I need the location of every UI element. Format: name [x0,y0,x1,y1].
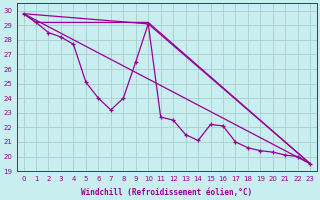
X-axis label: Windchill (Refroidissement éolien,°C): Windchill (Refroidissement éolien,°C) [81,188,252,197]
